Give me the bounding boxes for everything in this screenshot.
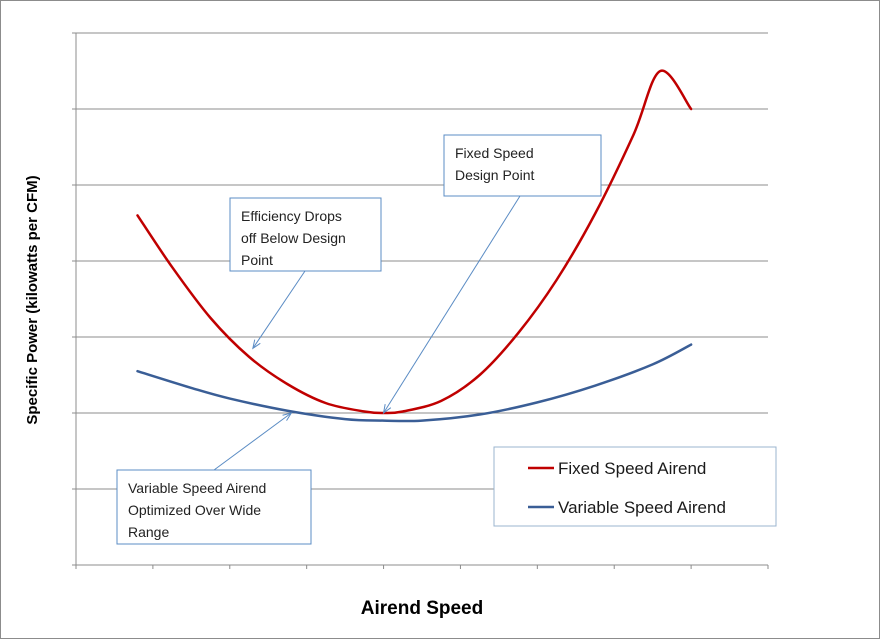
callout-text-line: Optimized Over Wide <box>128 502 261 518</box>
callout-variable-speed: Variable Speed Airend Optimized Over Wide… <box>116 412 312 545</box>
callout-text-line: off Below Design <box>241 230 346 246</box>
callout-box <box>443 134 602 197</box>
callout-text-line: Efficiency Drops <box>241 208 342 224</box>
callout-box <box>229 197 382 272</box>
callout-arrowhead <box>382 404 392 415</box>
callout-text-line: Point <box>241 252 273 268</box>
callout-arrow <box>383 195 521 414</box>
axes <box>75 33 768 566</box>
callout-box <box>116 469 312 545</box>
callout-text-line: Fixed Speed <box>455 145 534 161</box>
legend: Fixed Speed Airend Variable Speed Airend <box>493 446 777 527</box>
y-axis-title: Specific Power (kilowatts per CFM) <box>24 175 41 424</box>
callout-arrow <box>252 270 306 349</box>
callouts: Fixed Speed Design Point Efficiency Drops o… <box>116 134 602 545</box>
callout-text-line: Range <box>128 524 169 540</box>
series-lines <box>136 69 693 423</box>
x-axis-title: Airend Speed <box>361 598 483 619</box>
callout-design-point: Fixed Speed Design Point <box>382 134 602 415</box>
callout-text-line: Design Point <box>455 167 534 183</box>
legend-box <box>493 446 777 527</box>
callout-arrowhead <box>282 412 293 421</box>
callout-text-line: Variable Speed Airend <box>128 480 266 496</box>
callout-efficiency-drops: Efficiency Drops off Below Design Point <box>229 197 382 350</box>
legend-label-fixed: Fixed Speed Airend <box>558 459 706 478</box>
callout-arrow <box>213 412 292 471</box>
legend-label-variable: Variable Speed Airend <box>558 498 726 517</box>
callout-arrowhead <box>252 339 261 350</box>
series-line-variable-speed <box>136 343 693 423</box>
axis-ticks <box>72 32 769 569</box>
series-line-fixed-speed <box>136 69 693 415</box>
